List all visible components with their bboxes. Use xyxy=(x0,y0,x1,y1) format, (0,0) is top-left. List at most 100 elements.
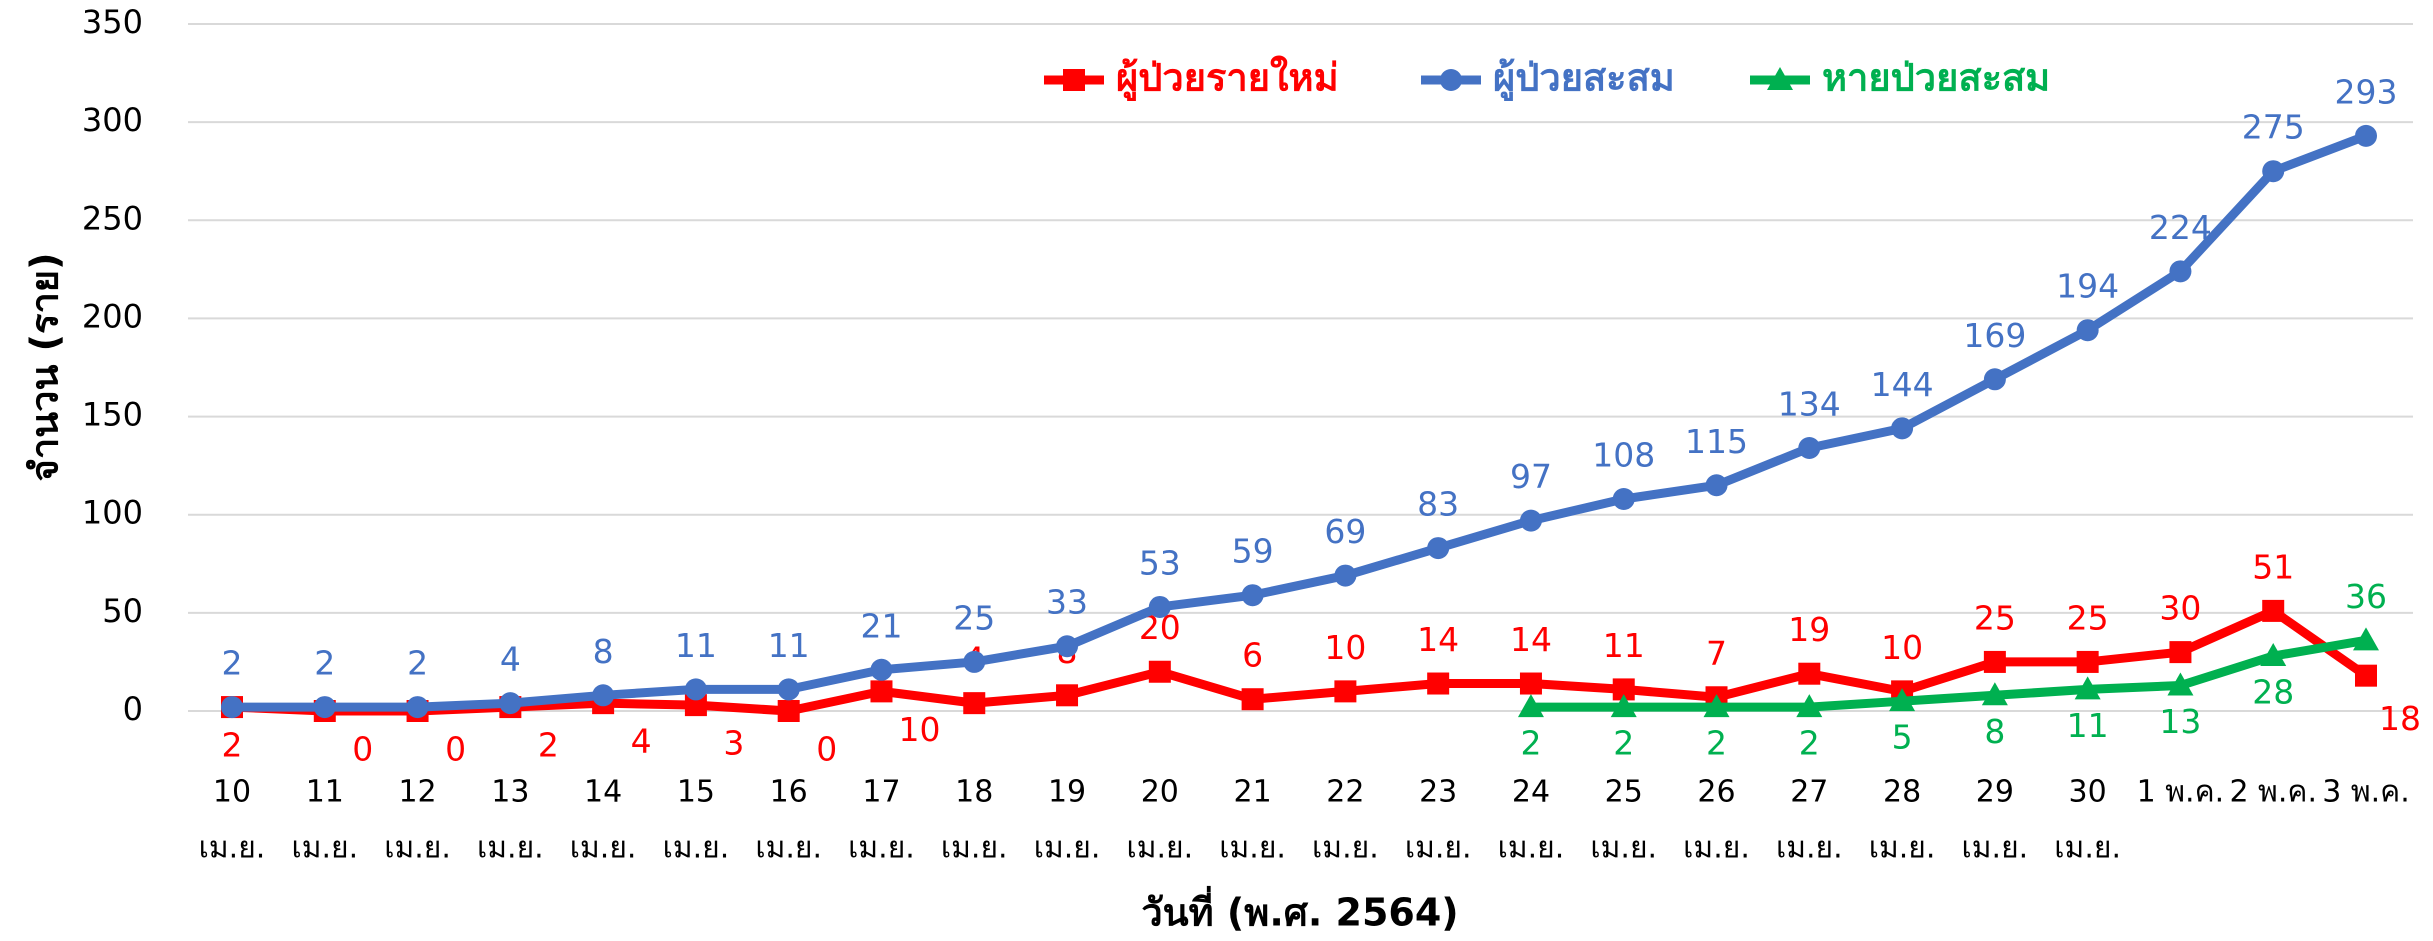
marker xyxy=(1891,417,1914,440)
marker xyxy=(2167,672,2194,696)
marker xyxy=(2355,664,2377,687)
marker xyxy=(592,684,615,707)
marker xyxy=(684,678,707,701)
x-tick-label: 13 xyxy=(491,775,529,810)
x-tick-label: 14 xyxy=(584,775,622,810)
data-label: 11 xyxy=(768,626,810,665)
x-tick-label: 19 xyxy=(1048,775,1086,810)
marker xyxy=(870,680,893,703)
x-tick-label: 11 xyxy=(306,775,344,810)
legend-label: ผู้ป่วยสะสม xyxy=(1493,56,1675,102)
marker xyxy=(1427,537,1450,560)
x-tick-label: เม.ย. xyxy=(848,831,915,866)
marker xyxy=(406,696,429,719)
data-label: 25 xyxy=(1974,598,2016,637)
y-axis-title: จำนวน (ราย) xyxy=(23,253,67,482)
data-label: 2 xyxy=(1706,724,1727,763)
data-label: 25 xyxy=(953,598,995,637)
data-label: 5 xyxy=(1892,718,1913,757)
x-tick-label: เม.ย. xyxy=(1776,831,1843,866)
data-label: 115 xyxy=(1685,422,1748,461)
data-label: 6 xyxy=(1242,636,1263,675)
marker xyxy=(870,658,893,681)
x-tick-label: 21 xyxy=(1234,775,1272,810)
x-tick-label: เม.ย. xyxy=(199,831,266,866)
data-label: 18 xyxy=(2379,699,2421,738)
marker xyxy=(2074,676,2101,700)
x-tick-label: 3 พ.ค. xyxy=(2322,775,2410,810)
x-tick-label: เม.ย. xyxy=(941,831,1008,866)
marker xyxy=(2260,643,2287,667)
y-tick-label: 200 xyxy=(82,297,143,335)
data-label: 28 xyxy=(2252,673,2294,712)
marker xyxy=(1063,69,1085,91)
marker xyxy=(1981,682,2008,706)
marker xyxy=(1427,672,1450,695)
x-tick-label: 26 xyxy=(1697,775,1735,810)
data-label: 2 xyxy=(314,644,335,683)
marker xyxy=(2262,160,2285,183)
data-label: 134 xyxy=(1778,384,1841,423)
marker xyxy=(1334,680,1357,703)
data-label: 2 xyxy=(222,726,243,765)
x-tick-label: เม.ย. xyxy=(1405,831,1472,866)
data-label: 14 xyxy=(1417,620,1459,659)
data-label: 194 xyxy=(2056,267,2119,306)
marker xyxy=(1983,368,2006,391)
data-label: 108 xyxy=(1592,436,1655,475)
marker xyxy=(1056,684,1079,707)
data-label: 0 xyxy=(816,730,837,769)
marker xyxy=(1148,595,1171,618)
data-label: 51 xyxy=(2252,547,2294,586)
y-tick-label: 50 xyxy=(102,592,143,630)
data-label: 2 xyxy=(222,644,243,683)
marker xyxy=(1705,474,1728,497)
x-tick-label: เม.ย. xyxy=(755,831,822,866)
marker xyxy=(1519,509,1542,532)
data-label: 83 xyxy=(1417,485,1459,524)
data-label: 36 xyxy=(2345,577,2387,616)
x-tick-label: เม.ย. xyxy=(291,831,358,866)
data-label: 4 xyxy=(500,640,521,679)
marker xyxy=(1241,688,1264,711)
marker xyxy=(1334,564,1357,587)
data-label: 2 xyxy=(407,644,428,683)
x-tick-label: เม.ย. xyxy=(1312,831,1379,866)
legend-label: หายป่วยสะสม xyxy=(1822,56,2050,100)
x-tick-label: เม.ย. xyxy=(1034,831,1101,866)
y-tick-label: 350 xyxy=(82,3,143,41)
data-label: 59 xyxy=(1232,532,1274,571)
data-label: 2 xyxy=(1520,724,1541,763)
marker xyxy=(1796,694,1823,718)
data-label: 10 xyxy=(1324,628,1366,667)
legend-label: ผู้ป่วยรายใหม่ xyxy=(1116,56,1339,102)
x-axis-title: วันที่ (พ.ศ. 2564) xyxy=(1141,886,1458,935)
x-tick-label: 2 พ.ค. xyxy=(2229,775,2317,810)
data-label: 21 xyxy=(860,606,902,645)
x-tick-label: เม.ย. xyxy=(1869,831,1936,866)
marker xyxy=(1148,660,1171,683)
data-label: 11 xyxy=(675,626,717,665)
data-label: 97 xyxy=(1510,457,1552,496)
x-tick-label: 1 พ.ค. xyxy=(2137,775,2225,810)
x-tick-label: 20 xyxy=(1141,775,1179,810)
y-tick-label: 250 xyxy=(82,199,143,237)
data-label: 33 xyxy=(1046,583,1088,622)
marker xyxy=(963,692,986,715)
data-label: 14 xyxy=(1510,620,1552,659)
marker xyxy=(1519,672,1542,695)
x-tick-label: 22 xyxy=(1326,775,1364,810)
data-label: 4 xyxy=(631,722,652,761)
y-tick-label: 0 xyxy=(123,690,143,728)
x-tick-label: 30 xyxy=(2069,775,2107,810)
x-tick-label: 28 xyxy=(1883,775,1921,810)
marker xyxy=(313,696,336,719)
marker xyxy=(1610,694,1637,718)
marker xyxy=(1517,694,1544,718)
marker xyxy=(2262,599,2285,622)
y-tick-label: 300 xyxy=(82,101,143,139)
x-tick-label: เม.ย. xyxy=(1590,831,1657,866)
marker xyxy=(1241,584,1264,607)
data-label: 144 xyxy=(1871,365,1934,404)
